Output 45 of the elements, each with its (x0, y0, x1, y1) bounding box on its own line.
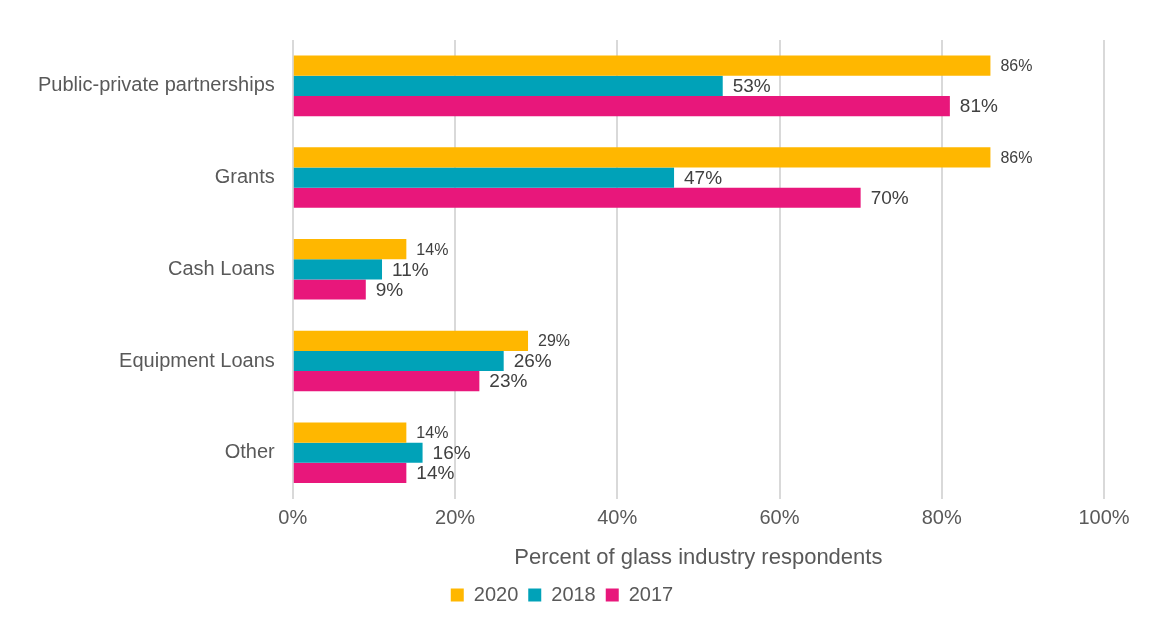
bar (293, 350, 504, 372)
legend-label: 2018 (551, 582, 596, 605)
bar (293, 371, 480, 392)
data-label: 86% (1000, 148, 1033, 166)
x-tick-label: 40% (597, 506, 638, 529)
data-label: 16% (432, 441, 471, 463)
data-label: 53% (732, 75, 771, 97)
x-tick-label: 100% (1078, 506, 1130, 529)
bar (293, 55, 991, 76)
bar (293, 187, 861, 208)
data-label: 26% (513, 350, 552, 372)
bar (293, 462, 407, 484)
data-label: 14% (416, 423, 449, 441)
bar (293, 422, 407, 443)
data-label: 81% (959, 95, 998, 117)
data-label: 70% (870, 186, 909, 208)
x-tick-label: 60% (759, 506, 800, 529)
data-label: 29% (538, 332, 571, 350)
bar (293, 442, 423, 463)
legend-label: 2020 (473, 582, 519, 605)
bar (293, 147, 991, 168)
bar (293, 330, 529, 351)
bar (293, 239, 407, 260)
data-label: 9% (375, 278, 404, 300)
y-tick-label: Other (224, 440, 276, 463)
x-tick-label: 80% (921, 506, 962, 529)
y-tick-label: Cash Loans (168, 256, 275, 279)
data-label: 14% (416, 462, 455, 484)
y-tick-label: Public-private partnerships (38, 73, 275, 96)
bar (293, 95, 950, 117)
bar (293, 75, 723, 96)
data-label: 47% (684, 166, 723, 188)
legend-label: 2017 (628, 582, 674, 605)
data-label: 11% (392, 258, 429, 280)
x-axis-title: Percent of glass industry respondents (514, 543, 883, 569)
data-label: 86% (1000, 57, 1033, 75)
bar (293, 167, 675, 188)
y-tick-label: Grants (214, 165, 275, 188)
data-label: 23% (489, 370, 528, 392)
y-tick-label: Equipment Loans (119, 348, 275, 371)
bar (293, 279, 366, 300)
x-tick-label: 20% (435, 506, 476, 529)
x-tick-label: 0% (278, 506, 308, 529)
data-label: 14% (416, 240, 449, 258)
bar (293, 259, 383, 280)
